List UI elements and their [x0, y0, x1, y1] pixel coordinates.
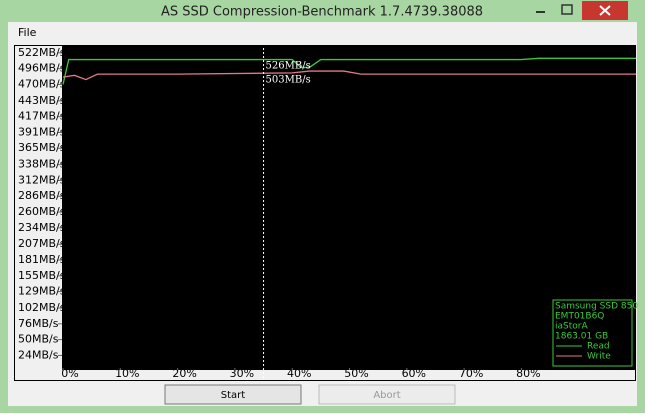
y-tick-label: 470MB/s [18, 77, 66, 90]
drive-info: Samsung SSD 850 [555, 302, 638, 312]
x-label-row [15, 370, 635, 380]
y-tick-label: 24MB/s [18, 348, 59, 361]
drive-info: EMT01B6Q [555, 312, 604, 322]
button[interactable] [164, 384, 302, 405]
x-tick-label: 10% [115, 367, 139, 380]
minimize-button[interactable] [527, 1, 554, 20]
y-tick-label: 102MB/s [18, 301, 66, 314]
menu-item[interactable]: File [18, 26, 37, 39]
button-label: Abort [373, 390, 400, 401]
y-tick-label: 338MB/s [18, 158, 66, 171]
x-tick-label: 30% [230, 367, 254, 380]
y-tick-label: 391MB/s [18, 125, 66, 138]
y-tick-label: 50MB/s [18, 333, 59, 346]
series-line [62, 70, 636, 81]
legend-label: Read [587, 342, 610, 352]
x-tick-label: 50% [344, 367, 368, 380]
y-tick-label: 417MB/s [18, 110, 66, 123]
x-tick-label: 70% [459, 367, 483, 380]
y-tick-label: 286MB/s [18, 189, 66, 202]
x-tick-label: 60% [402, 367, 426, 380]
maximize-icon [561, 4, 573, 15]
drive-info: 1863.01 GB [555, 332, 608, 342]
y-tick-label: 496MB/s [18, 62, 66, 75]
series-line [62, 57, 636, 85]
y-tick-label: 443MB/s [18, 94, 66, 107]
x-tick-label: 0% [61, 367, 78, 380]
y-tick-label: 76MB/s [18, 317, 59, 330]
legend-box [552, 299, 633, 367]
annotation: 503MB/s [266, 75, 311, 86]
maximize-button[interactable] [554, 1, 581, 20]
button [318, 384, 456, 405]
legend-label: Write [587, 352, 611, 362]
window-title: AS SSD Compression-Benchmark 1.7.4739.38… [161, 5, 483, 20]
annotation: 526MB/s [266, 61, 311, 72]
x-tick-label: 40% [287, 367, 311, 380]
y-tick-label: 155MB/s [18, 269, 66, 282]
x-tick-label: 20% [172, 367, 196, 380]
y-tick-label: 207MB/s [18, 237, 66, 250]
x-tick-label: 80% [516, 367, 540, 380]
y-tick-label: 129MB/s [18, 285, 66, 298]
y-tick-label: 522MB/s [18, 46, 66, 59]
y-tick-label: 234MB/s [18, 221, 66, 234]
y-tick-label: 365MB/s [18, 141, 66, 154]
drive-info: iaStorA [555, 322, 588, 332]
y-tick-label: 260MB/s [18, 205, 66, 218]
button-label: Start [221, 390, 246, 401]
chart-frame [14, 45, 636, 381]
y-tick-label: 312MB/s [18, 173, 66, 186]
y-label-column [15, 46, 62, 380]
close-icon [599, 5, 611, 16]
y-tick-label: 181MB/s [18, 253, 66, 266]
